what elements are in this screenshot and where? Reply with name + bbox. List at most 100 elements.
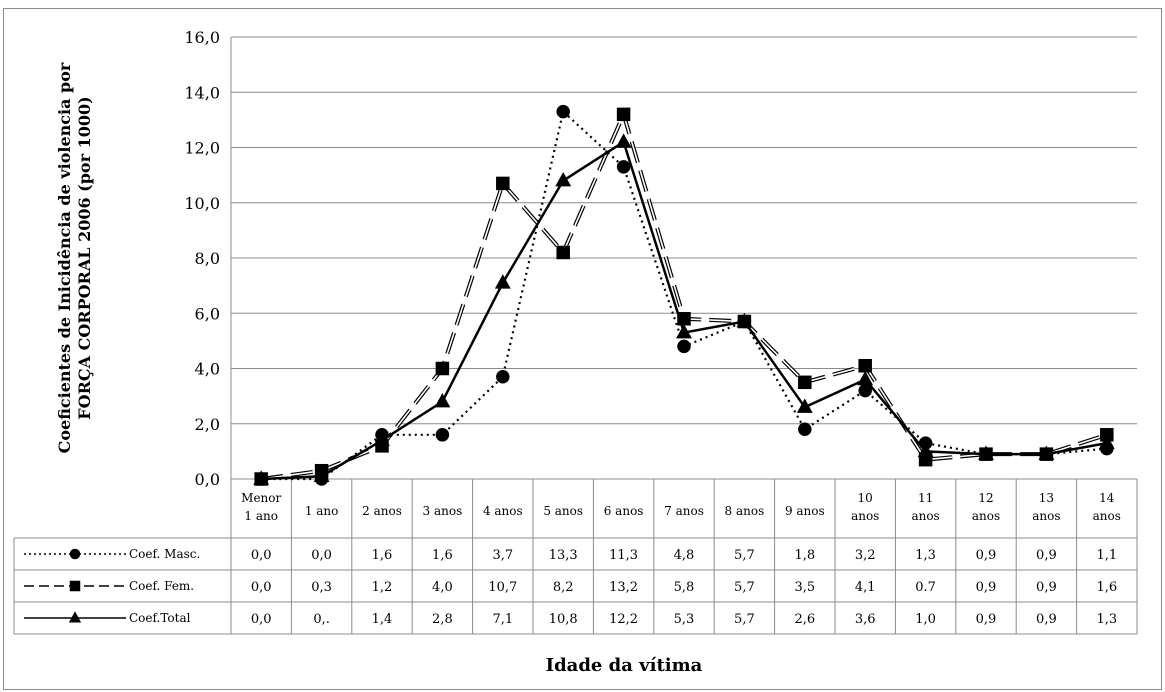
line-chart: 0,0 2,0 4,0 6,0 8,0 10,0 12,0 14,0 16,0 Menor 1 a… — [13, 28, 1138, 676]
y-tick-label: 4,0 — [195, 360, 220, 379]
legend-label: Coef.Total — [129, 611, 191, 625]
category-label: 9 anos — [785, 504, 825, 518]
table-value: 5,8 — [674, 580, 695, 595]
category-label: 6 anos — [604, 504, 644, 518]
table-value: 0,9 — [1036, 548, 1057, 563]
y-axis-label-line2: FORÇA CORPORAL 2006 (por 1000) — [75, 96, 94, 419]
data-point-circle — [435, 428, 450, 442]
data-point-triangle — [374, 431, 390, 447]
table-value: 0,9 — [1036, 612, 1057, 627]
table-value: 2,6 — [794, 612, 815, 627]
series-line-fem — [261, 112, 1108, 480]
table-value: 0,0 — [311, 548, 332, 563]
table-value: 1,2 — [372, 580, 393, 595]
table-value: 1,1 — [1096, 548, 1117, 563]
table-value: 4,8 — [674, 548, 695, 563]
table-value: 3,6 — [855, 612, 876, 627]
table-value: 0,3 — [311, 580, 332, 595]
table-value: 3,7 — [492, 548, 513, 563]
table-value: 5,3 — [674, 612, 695, 627]
data-point-square — [616, 107, 631, 122]
table-value: 0,9 — [976, 612, 997, 627]
category-label: 14 — [1099, 491, 1115, 505]
y-tick-label: 16,0 — [184, 28, 220, 47]
data-point-circle — [858, 383, 872, 398]
table-value: 10,8 — [549, 612, 578, 627]
data-point-square — [798, 375, 812, 390]
data-point-circle — [496, 370, 510, 384]
gridlines — [230, 36, 1137, 480]
data-point-square — [677, 312, 691, 326]
data-point-triangle — [676, 323, 692, 339]
legend-marker-circle — [69, 548, 81, 560]
y-tick-label: 2,0 — [195, 415, 220, 434]
table-value: 5,7 — [734, 548, 755, 563]
chart-frame: 0,0 2,0 4,0 6,0 8,0 10,0 12,0 14,0 16,0 Menor 1 a… — [3, 8, 1162, 690]
table-value: 3,2 — [855, 548, 876, 563]
data-point-triangle — [434, 393, 451, 408]
data-point-square — [858, 358, 872, 373]
category-label: anos — [1032, 509, 1060, 523]
category-label: anos — [851, 509, 879, 523]
data-point-triangle — [796, 398, 813, 413]
y-tick-label: 8,0 — [195, 249, 220, 268]
table-value: 11,3 — [609, 548, 638, 563]
table-value: 13,3 — [549, 548, 578, 563]
y-tick-label: 0,0 — [195, 470, 220, 489]
table-value: 2,8 — [432, 612, 453, 627]
table-value: 5,7 — [734, 612, 755, 627]
data-point-square — [556, 245, 570, 260]
category-label: 13 — [1039, 491, 1054, 505]
legend-label: Coef. Fem. — [129, 579, 194, 593]
category-label: 12 — [978, 491, 993, 505]
table-value: 1,8 — [794, 548, 815, 563]
data-point-circle — [677, 339, 691, 354]
table-value: 0.7 — [915, 580, 936, 595]
table-value: 10,7 — [488, 580, 517, 595]
table-value: 5,7 — [734, 580, 755, 595]
series-line-fem-outline — [260, 108, 1108, 481]
table-value: 12,2 — [609, 612, 638, 627]
table-value: 1,6 — [432, 548, 453, 563]
x-axis-label: Idade da vítima — [546, 655, 703, 676]
category-label: 10 — [858, 491, 873, 505]
category-label: anos — [911, 509, 939, 523]
table-value: 1,4 — [372, 612, 393, 627]
category-label: anos — [972, 509, 1000, 523]
data-point-triangle — [1038, 445, 1055, 460]
category-label: 5 anos — [543, 504, 583, 518]
category-label: 2 anos — [362, 504, 402, 518]
table-value: 0,9 — [976, 548, 997, 563]
data-point-triangle — [917, 442, 934, 458]
legend-marker-square — [69, 580, 81, 592]
category-label: 3 anos — [423, 504, 463, 518]
table-value: 1,3 — [915, 548, 936, 563]
data-point-triangle — [253, 470, 270, 485]
legend-label: Coef. Masc. — [129, 547, 200, 561]
data-point-square — [435, 361, 450, 376]
table-value: 0,0 — [251, 580, 272, 595]
data-point-circle — [616, 160, 631, 174]
category-label: 8 anos — [725, 504, 765, 518]
legend-marker-triangle — [68, 611, 82, 623]
table-value: 4,0 — [432, 580, 453, 595]
data-point-triangle — [555, 172, 572, 187]
data-point-triangle — [494, 274, 511, 289]
data-point-triangle — [736, 312, 753, 328]
table-value: 0,0 — [251, 612, 272, 627]
y-tick-label: 10,0 — [184, 194, 220, 213]
y-tick-labels: 0,0 2,0 4,0 6,0 8,0 10,0 12,0 14,0 16,0 — [184, 28, 220, 489]
table-value: 1,0 — [915, 612, 936, 627]
y-tick-label: 12,0 — [184, 139, 220, 158]
table-value: 1,6 — [372, 548, 393, 563]
data-point-triangle — [615, 133, 632, 148]
table-value: 0,. — [313, 612, 330, 627]
category-label: 7 anos — [664, 504, 704, 518]
category-label: 11 — [918, 491, 933, 505]
data-point-circle — [798, 422, 812, 437]
table-value: 0,9 — [1036, 580, 1057, 595]
y-tick-label: 14,0 — [184, 83, 220, 102]
series-line-total — [261, 140, 1108, 481]
table-value: 3,5 — [794, 580, 815, 595]
data-point-triangle — [313, 467, 330, 482]
